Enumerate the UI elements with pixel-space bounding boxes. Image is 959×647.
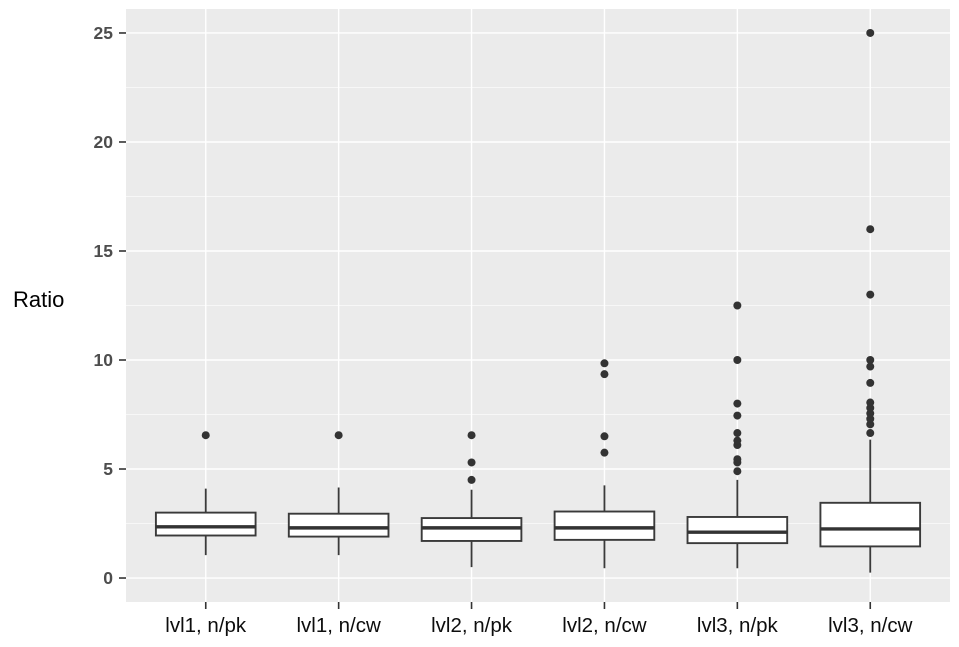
outlier-point — [600, 359, 609, 368]
outlier-point — [866, 362, 875, 371]
outlier-point — [334, 431, 343, 440]
outlier-point — [733, 436, 742, 445]
outlier-point — [733, 399, 742, 408]
outlier-point — [733, 301, 742, 310]
box-2 — [287, 512, 390, 538]
x-category-label: lvl2, n/cw — [562, 614, 646, 637]
outlier-point — [467, 431, 476, 440]
outlier-point — [733, 356, 742, 365]
outlier-point — [733, 455, 742, 464]
outlier-point — [733, 467, 742, 476]
box-6 — [819, 501, 922, 548]
box-5 — [686, 516, 789, 545]
outlier-point — [600, 448, 609, 457]
y-tick-label: 10 — [94, 350, 114, 370]
y-tick-label: 20 — [94, 132, 114, 152]
x-category-label: lvl3, n/cw — [828, 614, 912, 637]
outlier-point — [866, 398, 875, 407]
outlier-point — [201, 431, 210, 440]
outlier-point — [866, 28, 875, 37]
outlier-point — [733, 411, 742, 420]
outlier-point — [467, 458, 476, 467]
outlier-point — [467, 475, 476, 484]
x-category-label: lvl1, n/cw — [296, 614, 380, 637]
box-1 — [154, 511, 257, 537]
y-tick-label: 15 — [94, 241, 114, 261]
outlier-point — [600, 432, 609, 441]
outlier-point — [866, 356, 875, 365]
outlier-point — [866, 290, 875, 299]
box-4 — [553, 510, 656, 541]
x-category-label: lvl2, n/pk — [431, 614, 513, 637]
y-axis-title: Ratio — [13, 287, 65, 312]
y-tick-label: 0 — [103, 568, 113, 588]
y-tick-label: 25 — [94, 23, 114, 43]
outlier-point — [866, 429, 875, 438]
outlier-point — [866, 225, 875, 234]
outlier-point — [866, 378, 875, 387]
y-tick-label: 5 — [103, 459, 113, 479]
x-category-label: lvl3, n/pk — [697, 614, 779, 637]
outlier-point — [600, 370, 609, 379]
x-category-label: lvl1, n/pk — [165, 614, 247, 637]
outlier-point — [733, 429, 742, 438]
